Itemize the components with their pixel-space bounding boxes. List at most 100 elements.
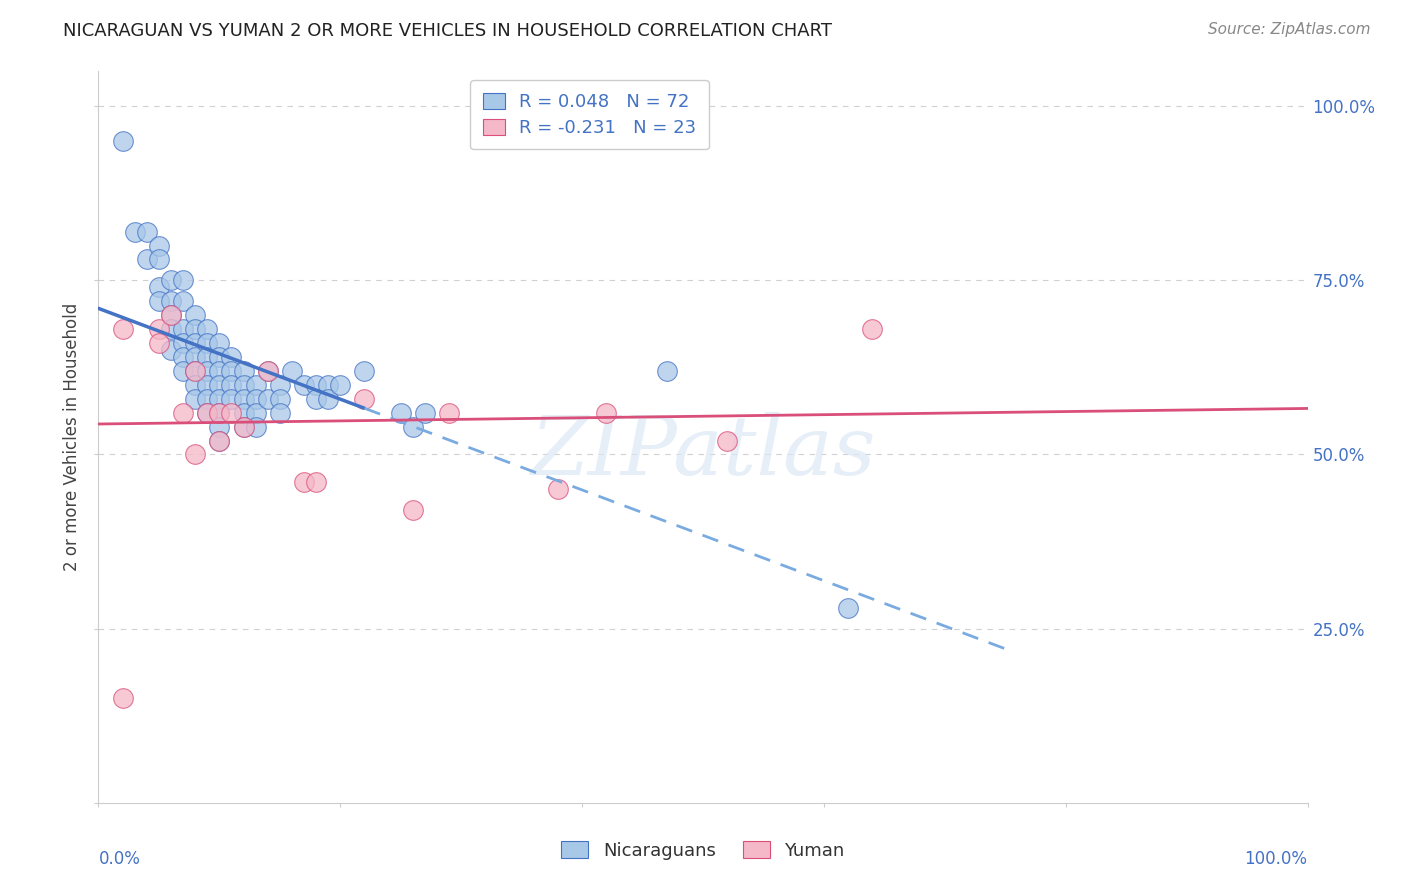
Point [245,392,267,406]
Point [232,377,254,392]
Point [208,406,231,420]
Point [413,406,436,420]
Point [281,364,304,378]
Point [232,419,254,434]
Point [195,364,218,378]
Point [305,475,328,490]
Point [111,691,134,706]
Point [256,364,278,378]
Point [595,406,617,420]
Point [184,364,207,378]
Point [245,419,267,434]
Point [160,308,183,322]
Point [353,392,375,406]
Point [245,406,267,420]
Point [353,364,375,378]
Point [184,350,207,364]
Text: Source: ZipAtlas.com: Source: ZipAtlas.com [1208,22,1371,37]
Point [221,377,243,392]
Point [172,294,194,309]
Point [221,392,243,406]
Point [172,364,194,378]
Point [184,322,207,336]
Point [221,406,243,420]
Point [195,350,218,364]
Point [148,252,170,267]
Point [389,406,412,420]
Point [195,377,218,392]
Point [160,308,183,322]
Point [160,273,183,287]
Point [148,238,170,252]
Point [208,350,231,364]
Point [269,392,291,406]
Point [292,377,315,392]
Point [245,377,267,392]
Point [184,308,207,322]
Point [172,350,194,364]
Point [655,364,678,378]
Text: 0.0%: 0.0% [98,850,141,868]
Point [208,434,231,448]
Text: ZIPatlas: ZIPatlas [530,412,876,491]
Point [437,406,460,420]
Point [184,448,207,462]
Point [184,364,207,378]
Point [111,134,134,148]
Legend: Nicaraguans, Yuman: Nicaraguans, Yuman [554,834,852,867]
Point [208,364,231,378]
Point [402,503,425,517]
Point [135,225,157,239]
Point [860,322,883,336]
Point [195,322,218,336]
Point [269,406,291,420]
Point [402,419,425,434]
Point [172,406,194,420]
Point [135,252,157,267]
Point [221,364,243,378]
Point [269,377,291,392]
Point [148,280,170,294]
Point [232,406,254,420]
Text: NICARAGUAN VS YUMAN 2 OR MORE VEHICLES IN HOUSEHOLD CORRELATION CHART: NICARAGUAN VS YUMAN 2 OR MORE VEHICLES I… [63,22,832,40]
Point [547,483,569,497]
Point [305,377,328,392]
Point [837,600,859,615]
Point [316,392,339,406]
Point [232,392,254,406]
Point [160,343,183,357]
Point [208,406,231,420]
Point [208,336,231,351]
Point [195,336,218,351]
Text: 100.0%: 100.0% [1244,850,1308,868]
Point [292,475,315,490]
Point [208,392,231,406]
Point [184,377,207,392]
Point [172,336,194,351]
Point [148,294,170,309]
Point [184,392,207,406]
Point [208,377,231,392]
Point [184,336,207,351]
Point [208,434,231,448]
Point [172,273,194,287]
Point [111,322,134,336]
Point [221,350,243,364]
Point [124,225,146,239]
Point [256,392,278,406]
Point [716,434,738,448]
Point [148,336,170,351]
Point [305,392,328,406]
Point [232,364,254,378]
Point [160,294,183,309]
Point [232,419,254,434]
Point [195,406,218,420]
Point [208,419,231,434]
Point [316,377,339,392]
Point [160,322,183,336]
Point [329,377,352,392]
Point [256,364,278,378]
Point [148,322,170,336]
Point [195,392,218,406]
Point [172,322,194,336]
